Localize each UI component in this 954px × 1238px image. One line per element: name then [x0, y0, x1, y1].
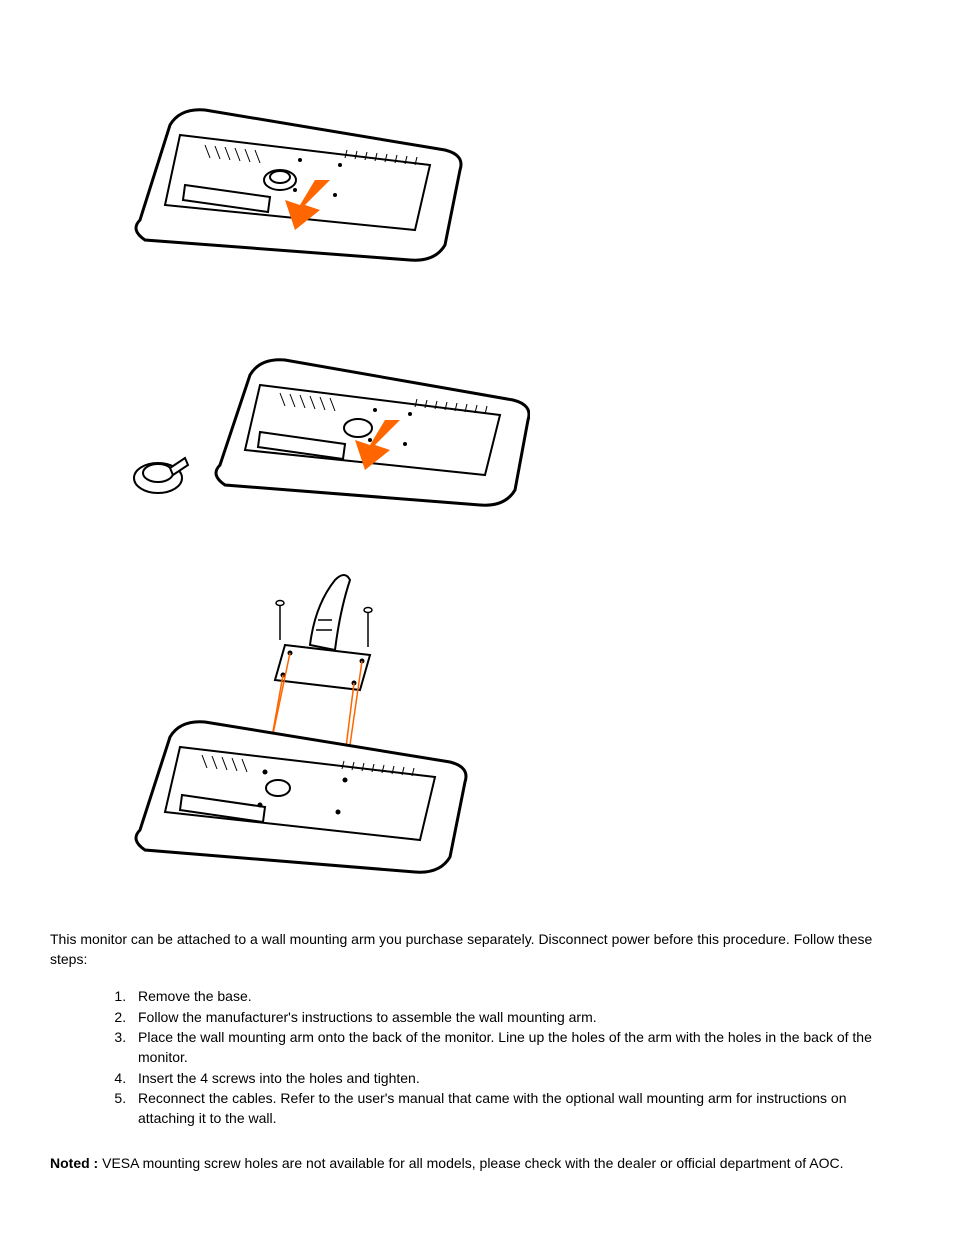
noted-paragraph: Noted : VESA mounting screw holes are no… — [50, 1154, 904, 1174]
steps-list: Remove the base. Follow the manufacturer… — [50, 987, 904, 1128]
monitor-mount-illustration — [110, 550, 490, 890]
step-item: Insert the 4 screws into the holes and t… — [130, 1069, 904, 1089]
step-item: Reconnect the cables. Refer to the user'… — [130, 1089, 904, 1128]
step-item: Follow the manufacturer's instructions t… — [130, 1008, 904, 1028]
step-item: Place the wall mounting arm onto the bac… — [130, 1028, 904, 1067]
noted-label: Noted : — [50, 1155, 98, 1171]
diagram-step-2 — [110, 300, 904, 530]
step-item: Remove the base. — [130, 987, 904, 1007]
monitor-base-illustration-2 — [110, 300, 530, 530]
vesa-bracket-icon — [275, 575, 372, 690]
diagram-area — [110, 50, 904, 890]
diagram-step-3 — [110, 550, 904, 890]
document-page: This monitor can be attached to a wall m… — [0, 0, 954, 1238]
diagram-step-1 — [110, 50, 904, 280]
monitor-base-illustration-1 — [110, 50, 470, 280]
detached-stand-icon — [134, 458, 188, 493]
intro-paragraph: This monitor can be attached to a wall m… — [50, 930, 904, 969]
noted-text: VESA mounting screw holes are not availa… — [98, 1155, 843, 1171]
